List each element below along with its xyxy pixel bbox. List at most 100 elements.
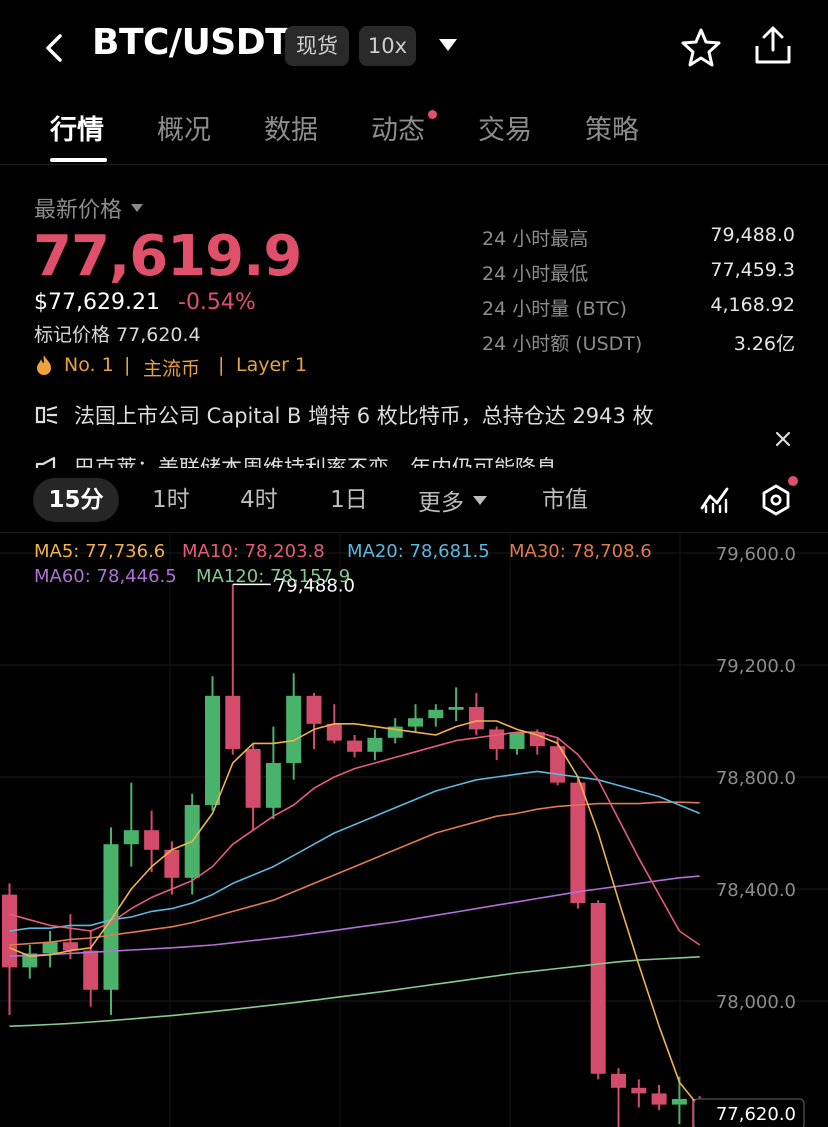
candle-body (286, 695, 302, 763)
candle-body (245, 749, 261, 808)
rank-sep-2: | (218, 354, 225, 376)
stat-high-label: 24 小时最高 (482, 228, 589, 250)
price-type-label: 最新价格 (34, 198, 123, 223)
ma5-line (9, 720, 701, 1108)
layer-tag[interactable]: Layer 1 (236, 354, 308, 376)
candle-body (123, 830, 139, 845)
candle-body (671, 1099, 687, 1105)
tab-data[interactable]: 数据 (264, 115, 318, 146)
timeframe-1h[interactable]: 1时 (152, 487, 190, 513)
candle-body (62, 942, 78, 951)
back-button[interactable] (38, 30, 74, 66)
tab-feed[interactable]: 动态 (371, 115, 425, 146)
timeframe-4h[interactable]: 4时 (240, 487, 278, 513)
close-news-button[interactable] (772, 428, 794, 454)
candle-body (144, 830, 160, 850)
candle-body (164, 849, 180, 878)
tab-market[interactable]: 行情 (50, 115, 104, 146)
candle-body (408, 718, 423, 727)
y-tick-label: 78,800.0 (716, 768, 796, 789)
candle-body (205, 695, 220, 805)
candle-body (326, 723, 342, 741)
tab-trade[interactable]: 交易 (478, 115, 532, 146)
ma60-legend: MA60: 78,446.5 (34, 566, 177, 587)
candle-body (22, 953, 38, 968)
chart-settings-button[interactable] (758, 482, 794, 522)
chevron-left-icon (46, 34, 62, 62)
timeframe-15m[interactable]: 15分 (33, 478, 119, 522)
caret-down-icon (131, 204, 144, 212)
candle-body (509, 732, 525, 749)
candle-body (590, 903, 606, 1074)
candle-body (306, 695, 322, 724)
candle-body (468, 707, 484, 730)
candle-body (631, 1087, 647, 1094)
candle-body (428, 709, 444, 719)
candle-body (387, 726, 403, 738)
candle-body (611, 1073, 626, 1088)
candlestick-chart[interactable]: 79,488.0 79,600.0 79,200.0 78,800.0 78,400.0… (0, 533, 828, 1127)
tab-strategy[interactable]: 策略 (585, 115, 639, 146)
timeframe-more-label: 更多 (418, 490, 464, 516)
settings-hexagon-icon (762, 484, 790, 516)
favorite-button[interactable] (680, 26, 722, 72)
market-cap-tab[interactable]: 市值 (542, 487, 588, 513)
timeframe-1d[interactable]: 1日 (330, 487, 368, 513)
usd-price: $77,629.21 (34, 290, 160, 315)
stat-low-label: 24 小时最低 (482, 263, 589, 285)
ma10-line (9, 731, 701, 946)
ma30-line (9, 801, 700, 946)
y-tick-label: 79,200.0 (716, 656, 796, 677)
ma10-legend: MA10: 78,203.8 (182, 541, 325, 562)
news-ticker[interactable]: 法国上市公司 Capital B 增持 6 枚比特币，总持仓达 2943 枚 巴… (0, 392, 760, 468)
caret-down-icon (439, 39, 457, 51)
pair-dropdown-button[interactable] (436, 36, 460, 58)
price-change: -0.54% (178, 290, 256, 315)
news-text: 巴克莱：美联储本周维持利率不变，年内仍可能降息 (74, 456, 557, 468)
share-button[interactable] (752, 24, 794, 70)
indicator-button[interactable] (698, 482, 732, 520)
close-icon (775, 431, 791, 447)
ma20-line (9, 770, 701, 932)
category-tag[interactable]: 主流币 (143, 358, 201, 380)
stat-high-value: 79,488.0 (710, 224, 795, 246)
ma120-line (9, 956, 700, 1027)
candle-body (42, 942, 58, 954)
stat-volume-label: 24 小时量 (BTC) (482, 298, 627, 320)
news-icon (35, 405, 58, 425)
candle-body (347, 740, 363, 752)
ma120-legend: MA120: 78,157.9 (196, 566, 351, 587)
news-text: 法国上市公司 Capital B 增持 6 枚比特币，总持仓达 2943 枚 (74, 404, 654, 428)
star-icon (681, 28, 721, 67)
timeframe-more[interactable]: 更多 (418, 478, 488, 522)
megaphone-icon (35, 456, 56, 468)
feed-badge-dot (428, 110, 437, 119)
ma5-legend: MA5: 77,736.6 (34, 541, 166, 562)
candle-body (225, 695, 241, 749)
candle-body (448, 707, 464, 710)
leverage-tag: 10x (359, 26, 416, 66)
rank-badge[interactable]: No. 1 (34, 354, 114, 376)
y-tick-label: 78,000.0 (716, 992, 796, 1013)
stat-turnover-value: 3.26亿 (733, 333, 795, 355)
ma30-legend: MA30: 78,708.6 (509, 541, 652, 562)
rank-sep-1: | (124, 354, 131, 376)
candle-body (651, 1093, 667, 1105)
chart-top-divider (0, 532, 828, 533)
candle-body (103, 844, 119, 990)
tabs-divider (0, 164, 828, 165)
news-item[interactable]: 法国上市公司 Capital B 增持 6 枚比特币，总持仓达 2943 枚 (34, 400, 654, 430)
mark-price: 标记价格 77,620.4 (34, 324, 201, 346)
chart-indicator-icon (700, 487, 729, 514)
spot-tag: 现货 (285, 26, 349, 66)
pair-title: BTC/USDT (92, 22, 290, 63)
stat-turnover-label: 24 小时额 (USDT) (482, 333, 643, 355)
y-tick-label: 79,600.0 (716, 544, 796, 565)
tab-overview[interactable]: 概况 (157, 115, 211, 146)
active-tab-indicator (50, 158, 107, 162)
news-item[interactable]: 巴克莱：美联储本周维持利率不变，年内仍可能降息 (34, 452, 557, 468)
candle-body (83, 950, 99, 990)
price-type-selector[interactable]: 最新价格 (34, 192, 144, 224)
candle-body (570, 782, 586, 903)
last-price: 77,619.9 (33, 224, 302, 289)
